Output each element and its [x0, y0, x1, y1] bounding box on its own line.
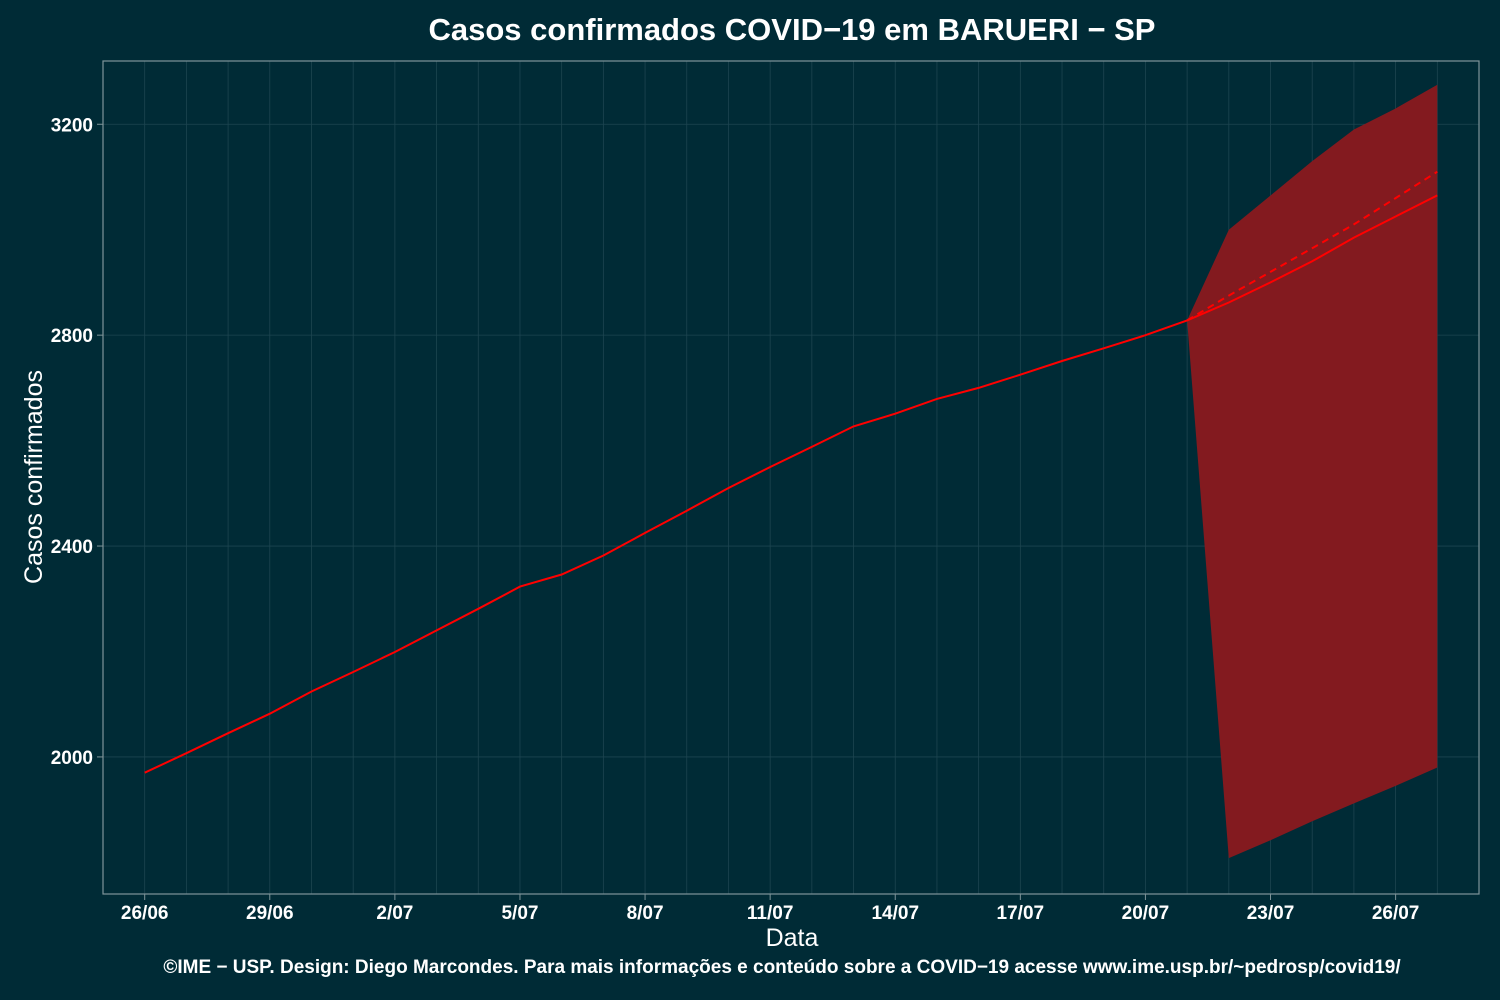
x-tick-label: 11/07	[747, 903, 794, 924]
x-tick-label: 5/07	[501, 903, 538, 924]
x-axis-title: Data	[766, 924, 819, 952]
forecast-band	[1187, 84, 1438, 859]
series-line-dashed	[1186, 170, 1438, 322]
x-tick-label: 23/07	[1247, 903, 1295, 924]
x-tick-label: 26/07	[1372, 903, 1420, 924]
y-tick-label: 2000	[51, 748, 93, 769]
forecast-band-layer	[1187, 84, 1438, 859]
series-layer	[144, 170, 1438, 774]
y-tick-label: 2800	[51, 326, 93, 347]
x-tick-label: 17/07	[997, 903, 1045, 924]
x-tick-label: 26/06	[121, 903, 169, 924]
x-tick-label: 2/07	[376, 903, 413, 924]
x-tick-label: 29/06	[246, 903, 294, 924]
x-tick-label: 8/07	[627, 903, 664, 924]
x-tick-label: 14/07	[871, 903, 919, 924]
y-axis: 2000 2400 2800 3200	[51, 115, 103, 769]
x-tick-label: 20/07	[1122, 903, 1170, 924]
x-axis: 26/06 29/06 2/07 5/07 8/07 11/07 14/07 17/07 20/…	[121, 894, 1419, 924]
series-line-solid	[144, 194, 1438, 774]
plot-border	[102, 60, 1480, 895]
chart-title: Casos confirmados COVID−19 em BARUERI − …	[428, 12, 1156, 47]
y-tick-label: 2400	[51, 537, 93, 558]
footer-credit: ©IME − USP. Design: Diego Marcondes. Par…	[163, 957, 1401, 978]
y-tick-label: 3200	[51, 115, 93, 136]
y-axis-title: Casos confirmados	[20, 370, 48, 584]
